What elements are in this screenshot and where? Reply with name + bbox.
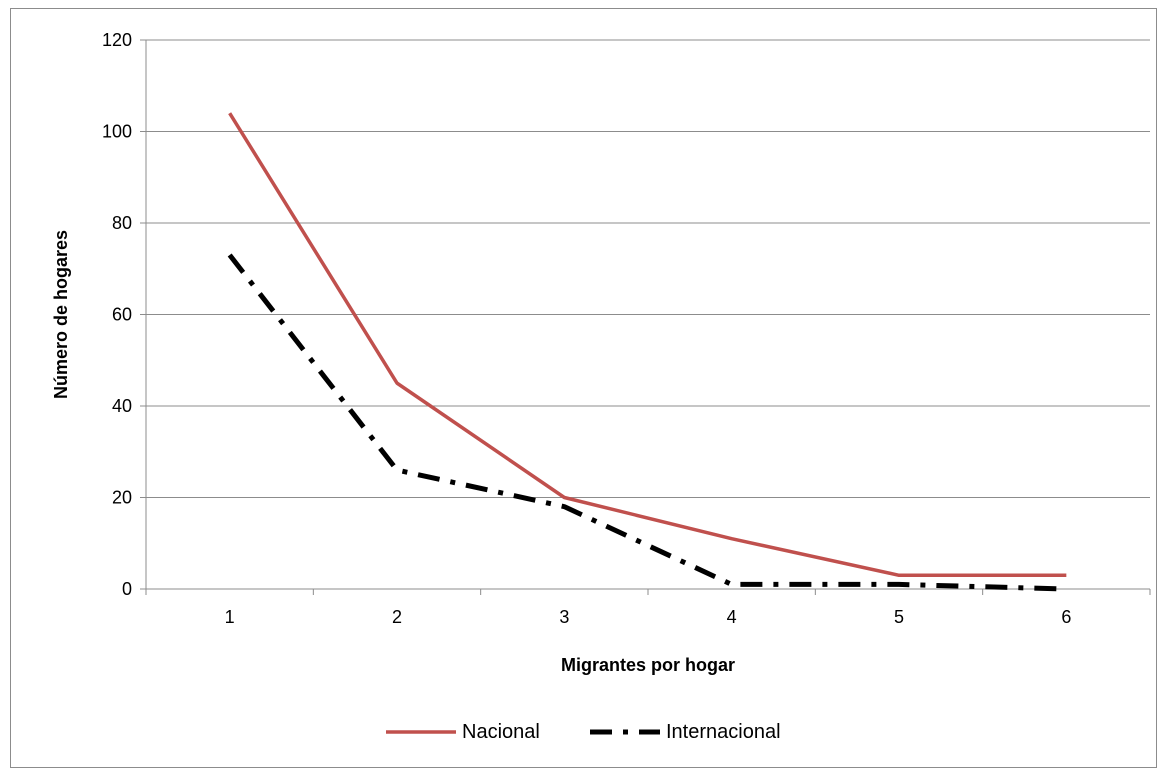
legend-label: Nacional bbox=[462, 721, 540, 743]
y-tick-label: 80 bbox=[112, 213, 132, 233]
x-tick-label: 1 bbox=[225, 607, 235, 627]
legend: Nacional Internacional bbox=[386, 721, 781, 743]
legend-label: Internacional bbox=[666, 721, 781, 743]
gridlines bbox=[146, 39, 1150, 498]
chart-frame bbox=[10, 8, 1157, 768]
x-tick-label: 4 bbox=[727, 607, 737, 627]
axes: 0 20 40 60 80 100 120 1 2 3 4 5 6 bbox=[102, 30, 1151, 627]
x-tick-label: 2 bbox=[392, 607, 402, 627]
y-tick-label: 120 bbox=[102, 30, 132, 50]
y-tick-label: 60 bbox=[112, 305, 132, 325]
legend-item-nacional: Nacional bbox=[386, 721, 540, 743]
y-tick-label: 0 bbox=[122, 579, 132, 599]
x-axis-title: Migrantes por hogar bbox=[561, 655, 735, 675]
x-tick-label: 6 bbox=[1061, 607, 1071, 627]
series-lines bbox=[227, 112, 1067, 592]
y-axis-title: Número de hogares bbox=[51, 230, 71, 399]
y-tick-label: 100 bbox=[102, 122, 132, 142]
legend-item-internacional: Internacional bbox=[590, 721, 781, 743]
y-tick-label: 20 bbox=[112, 488, 132, 508]
series-line-internacional bbox=[227, 253, 1067, 592]
x-tick-label: 3 bbox=[559, 607, 569, 627]
y-tick-label: 40 bbox=[112, 396, 132, 416]
series-line-nacional bbox=[228, 112, 1067, 578]
x-tick-label: 5 bbox=[894, 607, 904, 627]
